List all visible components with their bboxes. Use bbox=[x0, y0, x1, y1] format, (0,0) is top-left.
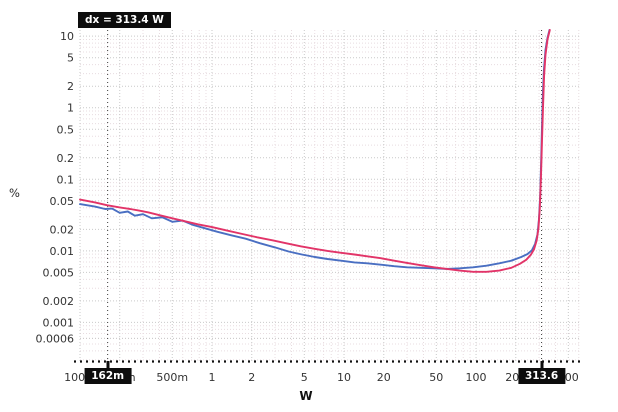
y-tick-label: 0.002 bbox=[43, 295, 75, 308]
cursor-1-value-badge[interactable]: 162m bbox=[84, 368, 132, 384]
y-tick-label: 0.05 bbox=[50, 195, 75, 208]
y-tick-label: 0.0006 bbox=[36, 332, 75, 345]
y-tick-label: 0.02 bbox=[50, 223, 75, 236]
y-tick-label: 0.001 bbox=[43, 316, 75, 329]
x-tick-label: 100 bbox=[466, 371, 487, 384]
x-tick-label: 10 bbox=[337, 371, 351, 384]
x-tick-label: 1 bbox=[209, 371, 216, 384]
y-tick-label: 0.1 bbox=[57, 173, 75, 186]
x-tick-label: 2 bbox=[248, 371, 255, 384]
y-tick-label: 0.01 bbox=[50, 245, 75, 258]
y-tick-label: 0.005 bbox=[43, 266, 75, 279]
red_trace bbox=[79, 29, 551, 273]
y-tick-label: 1 bbox=[67, 102, 74, 115]
delta-x-readout-badge: dx = 313.4 W bbox=[78, 12, 171, 28]
cursor-2-pointer bbox=[540, 361, 544, 370]
x-tick-label: 5 bbox=[301, 371, 308, 384]
x-tick-label: 50 bbox=[429, 371, 443, 384]
x-tick-label: 500m bbox=[156, 371, 188, 384]
y-tick-label: 0.5 bbox=[57, 123, 75, 136]
blue_trace bbox=[79, 29, 551, 270]
cursor-1-pointer bbox=[106, 361, 110, 370]
cursor-2-value-badge[interactable]: 313.6 bbox=[517, 368, 566, 384]
y-tick-label: 10 bbox=[60, 30, 74, 43]
y-tick-label: 0.2 bbox=[57, 152, 75, 165]
x-axis-unit-label: W bbox=[299, 389, 313, 403]
y-tick-label: 2 bbox=[67, 80, 74, 93]
x-tick-label: 20 bbox=[377, 371, 391, 384]
y-tick-label: 5 bbox=[67, 52, 74, 65]
y-axis-unit-label: % bbox=[9, 186, 20, 200]
